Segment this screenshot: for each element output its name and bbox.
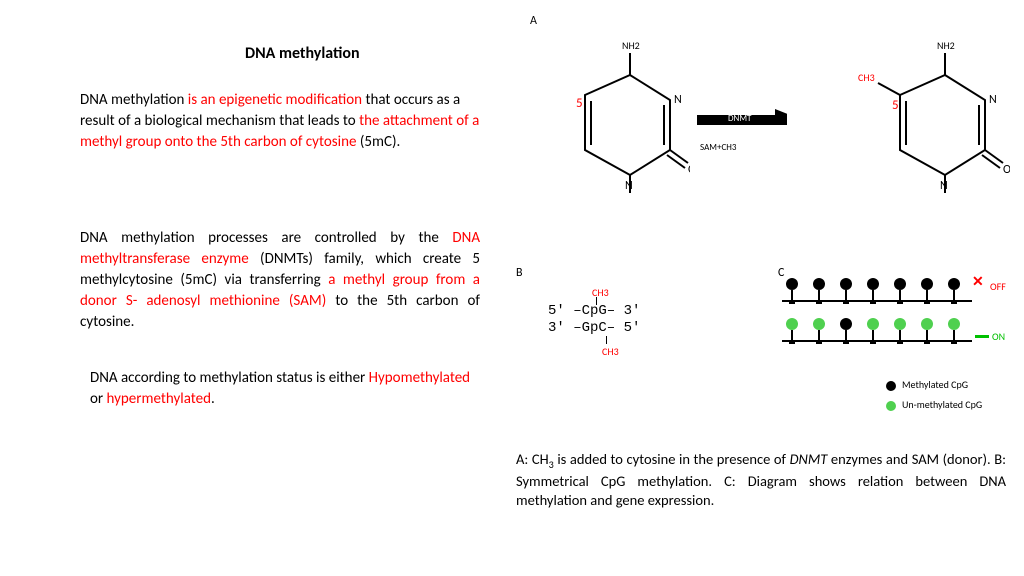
n-label-r: N bbox=[989, 93, 997, 107]
cytosine-molecule-icon: NH2 N N O 5 bbox=[530, 35, 690, 205]
nh2-label-r: NH2 bbox=[937, 39, 955, 52]
cpg-sequence: 5' ‒CpG‒ 3' 3' ‒GpC‒ 5' bbox=[548, 303, 640, 337]
page-title: DNA methylation bbox=[245, 44, 360, 63]
cpg-line2: 3' ‒GpC‒ 5' bbox=[548, 320, 640, 337]
arrow-bottom-label: SAM+CH3 bbox=[700, 142, 736, 153]
p3-e: . bbox=[211, 390, 215, 408]
on-dash-icon bbox=[975, 335, 989, 338]
figure-caption: A: CH3 is added to cytosine in the prese… bbox=[516, 450, 1006, 511]
panel-c-label: C bbox=[778, 266, 784, 280]
p3-d: hypermethylated bbox=[107, 390, 211, 408]
p1-e: (5mC). bbox=[360, 133, 400, 151]
cpg-ch3-top: CH3 bbox=[592, 286, 609, 299]
paragraph-1: DNA methylation is an epigenetic modific… bbox=[80, 90, 480, 153]
panel-b-label: B bbox=[516, 266, 523, 280]
nh2-label: NH2 bbox=[622, 39, 640, 52]
cpg-lollipop bbox=[894, 318, 906, 340]
legend-unmeth-text: Un-methylated CpG bbox=[902, 398, 982, 411]
cpg-ch3-bottom: CH3 bbox=[602, 345, 619, 358]
methylcytosine-molecule-icon: NH2 N N O 5 CH3 bbox=[830, 35, 1010, 205]
paragraph-2: DNA methylation processes are controlled… bbox=[80, 228, 480, 333]
cpg-lollipop bbox=[813, 278, 825, 300]
cpg-lollipop bbox=[867, 278, 879, 300]
o-label: O bbox=[688, 163, 690, 177]
cpg-line1: 5' ‒CpG‒ 3' bbox=[548, 303, 640, 320]
p1-b: is an epigenetic modification bbox=[188, 91, 366, 109]
off-label: OFF bbox=[990, 280, 1006, 293]
cpg-lollipop bbox=[786, 278, 798, 300]
carbon5-label: 5 bbox=[576, 96, 583, 111]
legend-dot-unmeth bbox=[886, 401, 896, 411]
off-x-icon: ✕ bbox=[972, 273, 984, 290]
cpg-lollipop bbox=[921, 278, 933, 300]
cpg-lollipop bbox=[921, 318, 933, 340]
cpg-lollipop bbox=[894, 278, 906, 300]
legend-methylated: Methylated CpG bbox=[886, 378, 968, 391]
cpg-lollipop bbox=[840, 318, 852, 340]
cpg-lollipop bbox=[867, 318, 879, 340]
o-label-r: O bbox=[1003, 163, 1010, 177]
p2-a: DNA methylation processes are controlled… bbox=[80, 229, 452, 247]
legend-meth-text: Methylated CpG bbox=[902, 378, 968, 391]
n-label-2: N bbox=[625, 179, 633, 193]
p3-c: or bbox=[90, 390, 107, 408]
dna-strand-top bbox=[782, 300, 972, 302]
cpg-lollipop bbox=[786, 318, 798, 340]
cpg-lollipop bbox=[948, 318, 960, 340]
arrow-top-label: DNMT bbox=[728, 113, 751, 124]
n-label-r2: N bbox=[940, 179, 948, 193]
on-label: ON bbox=[992, 330, 1005, 343]
cpg-lollipop bbox=[813, 318, 825, 340]
dna-strand-bottom bbox=[782, 340, 972, 342]
paragraph-3: DNA according to methylation status is e… bbox=[90, 368, 480, 410]
cpg-lollipop bbox=[948, 278, 960, 300]
legend-unmethylated: Un-methylated CpG bbox=[886, 398, 982, 411]
n-label: N bbox=[674, 93, 682, 107]
p1-a: DNA methylation bbox=[80, 91, 188, 109]
p3-b: Hypomethylated bbox=[369, 369, 470, 387]
legend-dot-meth bbox=[886, 381, 896, 391]
p3-a: DNA according to methylation status is e… bbox=[90, 369, 369, 387]
panel-a-label: A bbox=[530, 14, 537, 28]
carbon5-label-r: 5 bbox=[892, 98, 899, 113]
cpg-lollipop bbox=[840, 278, 852, 300]
ch3-label: CH3 bbox=[858, 71, 875, 84]
